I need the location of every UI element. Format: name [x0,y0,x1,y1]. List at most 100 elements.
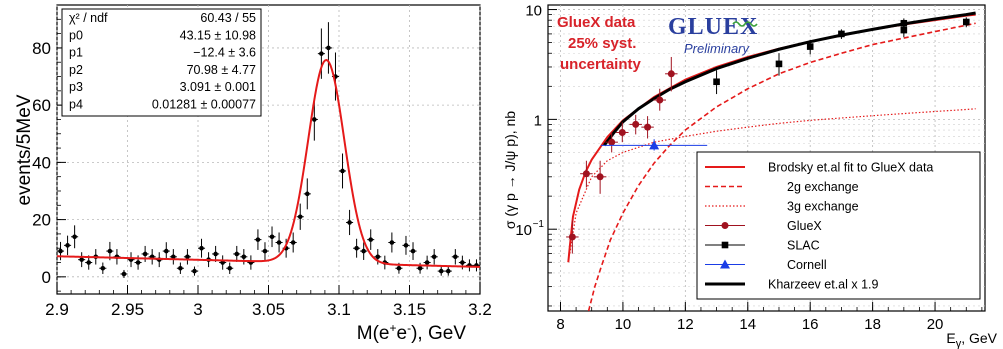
left-y-tick-labels: 0 20 40 60 80 [32,39,51,287]
stats-param-value: 43.15 ± 10.98 [180,28,256,42]
left-x-tick-label: 3.1 [327,300,351,319]
left-data-point [275,232,283,253]
legend-label: SLAC [787,239,820,253]
left-data-point [324,22,332,74]
left-data-point [451,249,459,265]
curve-2g-exchange [587,22,976,312]
left-data-point [339,153,347,189]
right-curves [567,11,976,312]
legend-entry: Brodsky et.al fit to GlueX data [705,161,933,175]
left-data-point [71,225,79,249]
left-data-point [57,241,65,261]
annotation-line-2: 25% syst. [568,35,636,52]
gluex-point [641,116,654,139]
right-y-axis-title: σ (γ p → J/ψ p), nb [502,111,518,229]
gluex-point [593,160,607,194]
left-x-axis-title: M(e+e-), GeV [357,321,467,344]
gluex-logo-text: GLUEX [668,14,758,40]
left-data-point [346,209,354,236]
right-y-tick-label: 10 [515,222,532,239]
legend-label: Kharzeev et.al x 1.9 [768,278,879,292]
cornell-point [601,139,708,151]
left-x-tick-label: 3.15 [393,300,426,319]
left-chart: 2.9 2.95 3 3.05 3.1 3.15 3.2 0 20 40 60 80 χ² / nd… [14,4,492,344]
right-y-tick-label: 1 [534,112,542,129]
left-x-tick-label: 3 [193,300,202,319]
legend-entry: GlueX [705,219,822,233]
slac-point [900,18,908,28]
annotation-line-3: uncertainty [560,56,642,73]
left-y-axis-title: events/5MeV [14,94,35,205]
slac-point [775,53,783,76]
left-data-point [409,242,417,260]
stats-param-name: p2 [69,63,83,77]
right-x-tick-label: 14 [739,316,756,333]
stats-box-frame [61,8,262,117]
right-x-tick-label: 8 [556,316,564,333]
stats-param-name: p0 [69,28,83,42]
legend-entry: Kharzeev et.al x 1.9 [705,278,879,292]
left-x-tick-label: 3.2 [468,300,492,319]
left-data-point [233,245,241,262]
left-y-tick-label: 60 [32,96,51,115]
left-data-point [169,249,177,265]
stats-param-value: 70.98 ± 4.77 [187,63,256,77]
left-y-tick-label: 40 [32,153,51,172]
annotation-line-1: GlueX data [557,14,636,31]
left-data-point [296,203,304,230]
stats-param-value: −12.4 ± 3.6 [193,46,256,60]
legend-label: 2g exchange [787,180,859,194]
left-x-tick-label: 3.05 [252,300,285,319]
left-x-tick-label: 2.9 [45,300,69,319]
gluex-point [566,220,579,254]
curve-3g-exchange [569,108,976,254]
slac-point [806,39,814,55]
gluex-logo-wave-icon [732,21,758,27]
gluex-logo: GLUEX Preliminary [668,14,758,56]
curve-kharzeev-et-al-x-1-9 [602,11,976,147]
legend-entry: 3g exchange [705,200,859,214]
left-data-point [254,229,262,250]
left-fit-curve [56,58,481,268]
left-data-point [437,266,445,276]
right-x-tick-label: 10 [615,316,632,333]
left-data-point [458,255,466,270]
left-data-point [444,266,452,276]
left-data-point [99,262,107,274]
gluex-logo-subtext: Preliminary [684,41,751,56]
left-data-point [162,242,170,260]
gluex-point [653,88,666,111]
stats-rows: χ² / ndf 60.43 / 55 p0 43.15 ± 10.98 p1 −12.4… [69,11,256,112]
right-x-tick-label: 12 [677,316,694,333]
left-data-point [353,238,361,258]
gluex-point [580,160,593,188]
gluex-point [605,131,618,153]
right-y-tick-exponent: −1 [533,219,545,230]
left-data-point [183,249,191,265]
slac-point [962,17,970,28]
legend: Brodsky et.al fit to GlueX data 2g exchan… [696,151,981,300]
legend-entry: SLAC [705,239,820,253]
left-data-point [176,262,184,274]
legend-label: Cornell [787,258,827,272]
stats-param-value: 60.43 / 55 [200,11,256,25]
left-data-point [416,262,424,274]
stats-param-name: p4 [69,98,83,112]
left-data-point [367,229,375,250]
slac-point [838,29,845,39]
stats-param-name: p1 [69,46,83,60]
right-data-points [566,17,970,254]
left-y-tick-label: 20 [32,211,51,230]
right-x-tick-labels: 8 10 12 14 16 18 20 [556,316,943,333]
right-x-tick-label: 20 [927,316,944,333]
gluex-point [629,114,642,135]
stats-param-name: p3 [69,80,83,94]
legend-label: 3g exchange [787,200,859,214]
legend-triangle-marker-icon [720,259,730,269]
left-data-point [423,255,431,270]
left-y-tick-label: 0 [42,268,51,287]
left-data-point [388,232,396,253]
left-y-tick-label: 80 [32,39,51,58]
left-data-point [268,226,276,248]
